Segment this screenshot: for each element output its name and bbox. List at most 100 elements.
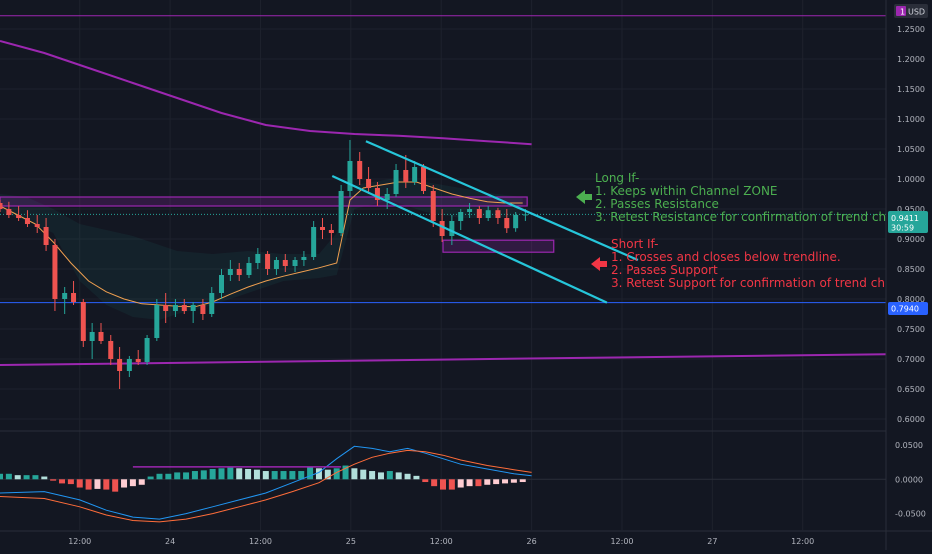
short-title: Short If- bbox=[611, 237, 658, 251]
y-tick-label-6: 0.9500 bbox=[897, 205, 925, 214]
macd-bar-37 bbox=[324, 469, 331, 480]
macd-bar-1 bbox=[5, 473, 12, 480]
moving-averages bbox=[0, 40, 887, 366]
candle-19 bbox=[172, 299, 178, 317]
candle-55 bbox=[504, 209, 510, 233]
horizontal-levels bbox=[0, 15, 886, 304]
candle-36 bbox=[328, 224, 334, 245]
candle-body bbox=[219, 275, 224, 293]
candle-body bbox=[292, 260, 298, 266]
y-tick-label-10: 0.7500 bbox=[897, 325, 925, 334]
candle-17 bbox=[154, 299, 160, 341]
candle-body bbox=[467, 209, 473, 212]
macd-bar-15 bbox=[129, 479, 136, 487]
macd-bar-27 bbox=[236, 468, 243, 480]
candle-body bbox=[495, 210, 501, 218]
price-axis-background bbox=[886, 0, 932, 550]
macd-bar-43 bbox=[377, 472, 384, 480]
long-item-1: 1. Keeps within Channel ZONE bbox=[595, 184, 778, 198]
macd-bar-36 bbox=[315, 468, 322, 480]
candle-45 bbox=[412, 161, 418, 185]
macd-bar-34 bbox=[298, 471, 305, 480]
candle-body bbox=[273, 260, 279, 269]
candle-body bbox=[52, 245, 58, 299]
macd-bar-4 bbox=[32, 475, 39, 480]
candle-body bbox=[227, 269, 233, 275]
macd-bar-52 bbox=[457, 479, 464, 488]
trend-channel bbox=[331, 140, 639, 304]
macd-bar-51 bbox=[448, 479, 455, 490]
y-tick-label-2: 1.1500 bbox=[897, 85, 925, 94]
macd-bar-38 bbox=[333, 468, 340, 480]
candle-body bbox=[357, 161, 363, 179]
candle-body bbox=[403, 170, 409, 182]
candle-body bbox=[24, 218, 30, 224]
x-tick-label-3: 25 bbox=[346, 537, 356, 546]
y-tick-label-12: 0.6500 bbox=[897, 385, 925, 394]
macd-bar-13 bbox=[112, 479, 119, 492]
y-tick-label-4: 1.0500 bbox=[897, 145, 925, 154]
candle-body bbox=[412, 167, 418, 182]
macd-bar-59 bbox=[519, 479, 526, 483]
time-axis[interactable]: 12:00 24 12:00 25 12:00 26 12:00 27 12:00 bbox=[68, 537, 814, 546]
candle-13 bbox=[117, 347, 123, 389]
currency-label[interactable]: 1 USD bbox=[894, 4, 928, 18]
macd-bar-7 bbox=[59, 479, 66, 484]
candle-body bbox=[89, 332, 95, 341]
macd-bar-57 bbox=[502, 479, 509, 484]
long-item-2: 2. Passes Resistance bbox=[595, 197, 719, 211]
macd-bar-55 bbox=[484, 479, 491, 485]
candle-body bbox=[282, 260, 288, 266]
signal-line bbox=[0, 449, 532, 523]
macd-bar-29 bbox=[253, 469, 260, 480]
y-tick-label-3: 1.1000 bbox=[897, 115, 925, 124]
macd-pane bbox=[0, 445, 886, 523]
candle-15 bbox=[135, 350, 141, 365]
x-tick-label-4: 12:00 bbox=[430, 537, 453, 546]
cloud-band bbox=[0, 179, 523, 320]
candle-body bbox=[0, 203, 3, 209]
candle-44 bbox=[403, 155, 409, 188]
candle-14 bbox=[126, 356, 132, 377]
candle-body bbox=[513, 215, 519, 229]
candle-body bbox=[154, 305, 160, 338]
countdown-value: 30:59 bbox=[891, 224, 914, 233]
candle-body bbox=[255, 254, 261, 263]
candle-29 bbox=[265, 251, 271, 275]
macd-bar-42 bbox=[369, 471, 376, 480]
candle-body bbox=[117, 359, 123, 371]
macd-bar-10 bbox=[85, 479, 92, 490]
macd-bar-40 bbox=[351, 468, 358, 480]
candle-25 bbox=[227, 260, 233, 281]
candle-31 bbox=[282, 254, 288, 272]
x-tick-label-0: 12:00 bbox=[68, 537, 91, 546]
price-axis[interactable]: 1.2500 1.2000 1.1500 1.1000 1.0500 1.0000 0.95… bbox=[895, 25, 926, 519]
y-tick-label-11: 0.7000 bbox=[897, 355, 925, 364]
candle-body bbox=[374, 188, 380, 200]
candle-46 bbox=[421, 164, 427, 194]
macd-bar-21 bbox=[183, 472, 190, 480]
candle-54 bbox=[495, 207, 501, 224]
candle-0 bbox=[0, 200, 3, 212]
support-box bbox=[442, 239, 555, 253]
candle-body bbox=[209, 293, 215, 314]
candle-body bbox=[144, 338, 150, 362]
macd-bar-28 bbox=[245, 468, 252, 480]
ma-support-line bbox=[0, 353, 887, 366]
resistance-zone bbox=[0, 196, 528, 207]
level-badge-value: 0.7940 bbox=[891, 305, 919, 314]
candle-body bbox=[126, 359, 132, 371]
macd-bar-3 bbox=[23, 475, 30, 480]
macd-tick-label-2: -0.0500 bbox=[895, 510, 926, 519]
candle-body bbox=[71, 293, 77, 302]
candle-body bbox=[338, 191, 344, 233]
y-tick-label-7: 0.9000 bbox=[897, 235, 925, 244]
candle-3 bbox=[24, 210, 30, 227]
candle-body bbox=[200, 305, 206, 314]
candle-body bbox=[265, 254, 271, 269]
candle-body bbox=[80, 302, 86, 341]
y-tick-label-13: 0.6000 bbox=[897, 415, 925, 424]
macd-bar-39 bbox=[342, 465, 349, 480]
candle-52 bbox=[476, 206, 482, 224]
